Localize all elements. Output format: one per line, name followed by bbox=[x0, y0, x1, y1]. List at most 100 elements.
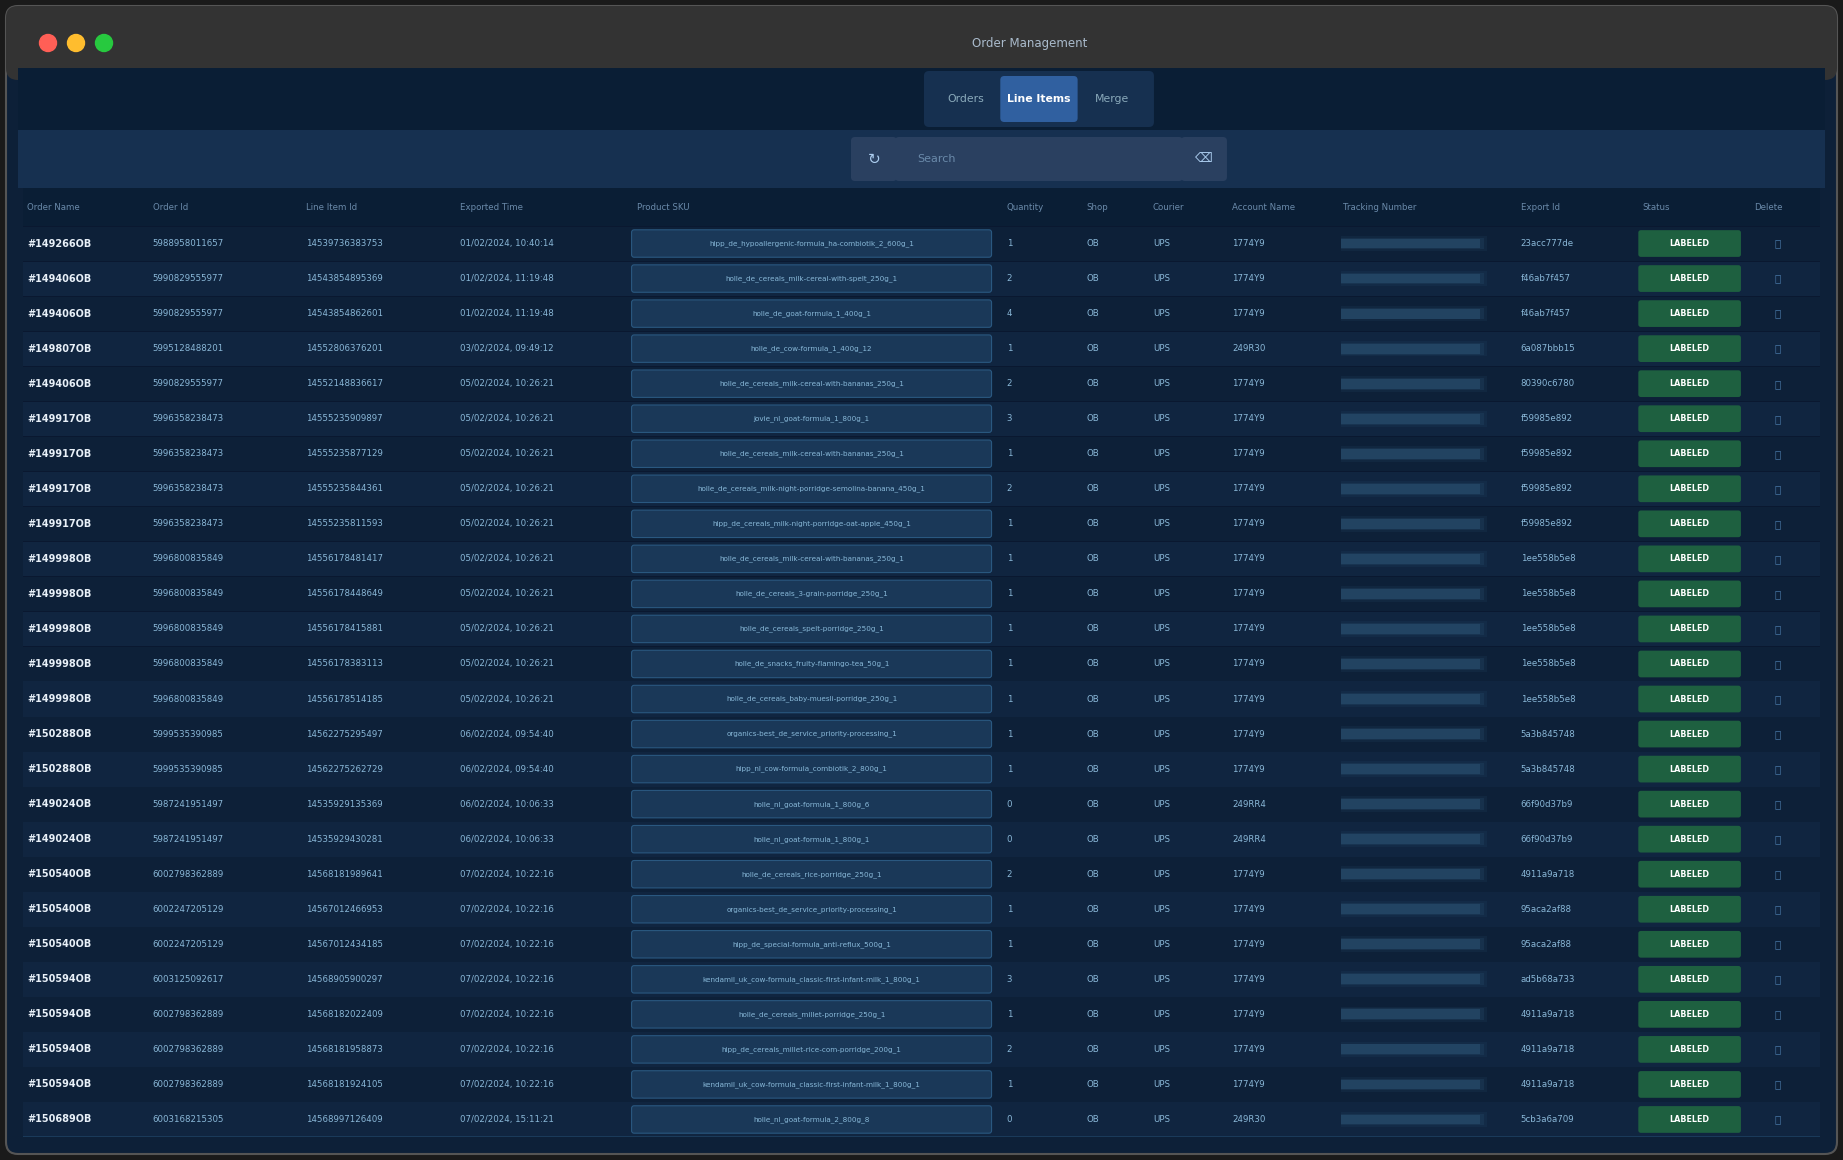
Text: holle_de_cereals_baby-muesli-porridge_250g_1: holle_de_cereals_baby-muesli-porridge_25… bbox=[726, 696, 898, 703]
Bar bbox=[1342, 940, 1480, 949]
Bar bbox=[1342, 238, 1484, 249]
Text: Line Items: Line Items bbox=[1008, 94, 1071, 104]
Text: 5995128488201: 5995128488201 bbox=[153, 345, 225, 353]
FancyBboxPatch shape bbox=[851, 137, 898, 181]
Text: 2: 2 bbox=[1006, 484, 1012, 493]
FancyBboxPatch shape bbox=[632, 965, 992, 993]
Bar bbox=[1342, 659, 1480, 669]
Text: 1: 1 bbox=[1006, 239, 1012, 248]
Text: holle_de_cereals_milk-night-porridge-semolina-banana_450g_1: holle_de_cereals_milk-night-porridge-sem… bbox=[698, 485, 925, 492]
FancyBboxPatch shape bbox=[1638, 370, 1742, 397]
Text: 1: 1 bbox=[1006, 1010, 1012, 1018]
Bar bbox=[22, 962, 1821, 996]
Text: 🗑: 🗑 bbox=[1775, 378, 1780, 389]
Text: LABELED: LABELED bbox=[1670, 1045, 1710, 1054]
Bar bbox=[1342, 1076, 1487, 1093]
FancyBboxPatch shape bbox=[1638, 580, 1742, 608]
Text: 6002798362889: 6002798362889 bbox=[153, 870, 225, 879]
Text: 05/02/2024, 10:26:21: 05/02/2024, 10:26:21 bbox=[459, 414, 553, 423]
FancyBboxPatch shape bbox=[632, 755, 992, 783]
Bar bbox=[1342, 274, 1480, 283]
Text: LABELED: LABELED bbox=[1670, 414, 1710, 423]
Text: 🗑: 🗑 bbox=[1775, 1009, 1780, 1020]
Text: 1774Y9: 1774Y9 bbox=[1233, 414, 1264, 423]
Text: LABELED: LABELED bbox=[1670, 940, 1710, 949]
FancyBboxPatch shape bbox=[632, 720, 992, 748]
Text: UPS: UPS bbox=[1154, 1045, 1170, 1054]
FancyBboxPatch shape bbox=[632, 615, 992, 643]
Text: OB: OB bbox=[1086, 309, 1098, 318]
Text: Account Name: Account Name bbox=[1233, 203, 1296, 211]
Text: Orders: Orders bbox=[947, 94, 984, 104]
Text: 1774Y9: 1774Y9 bbox=[1233, 730, 1264, 739]
Text: OB: OB bbox=[1086, 905, 1098, 914]
Text: 🗑: 🗑 bbox=[1775, 553, 1780, 564]
FancyBboxPatch shape bbox=[632, 861, 992, 887]
Text: 5996800835849: 5996800835849 bbox=[153, 695, 223, 703]
Text: 06/02/2024, 09:54:40: 06/02/2024, 09:54:40 bbox=[459, 730, 553, 739]
Bar bbox=[1342, 694, 1480, 704]
Text: holle_de_cereals_milk-cereal-with-bananas_250g_1: holle_de_cereals_milk-cereal-with-banana… bbox=[719, 556, 905, 563]
Text: Order Id: Order Id bbox=[153, 203, 188, 211]
Text: 🗑: 🗑 bbox=[1775, 694, 1780, 704]
Bar bbox=[22, 577, 1821, 611]
Text: 5988958011657: 5988958011657 bbox=[153, 239, 225, 248]
Text: #149998OB: #149998OB bbox=[28, 589, 92, 599]
Text: 1774Y9: 1774Y9 bbox=[1233, 764, 1264, 774]
Text: 07/02/2024, 15:11:21: 07/02/2024, 15:11:21 bbox=[459, 1115, 553, 1124]
Bar bbox=[1342, 519, 1484, 530]
Text: UPS: UPS bbox=[1154, 554, 1170, 564]
Text: OB: OB bbox=[1086, 1080, 1098, 1089]
Bar bbox=[1342, 448, 1484, 459]
Text: 14535929430281: 14535929430281 bbox=[306, 835, 383, 843]
Text: 3: 3 bbox=[1006, 974, 1012, 984]
Text: OB: OB bbox=[1086, 274, 1098, 283]
Text: #149917OB: #149917OB bbox=[28, 519, 92, 529]
Text: 14535929135369: 14535929135369 bbox=[306, 799, 383, 809]
FancyBboxPatch shape bbox=[1638, 896, 1742, 922]
Bar bbox=[1342, 1044, 1484, 1056]
Text: LABELED: LABELED bbox=[1670, 589, 1710, 599]
Text: UPS: UPS bbox=[1154, 484, 1170, 493]
Text: 1ee558b5e8: 1ee558b5e8 bbox=[1520, 695, 1576, 703]
Bar bbox=[1342, 413, 1484, 425]
Text: 14556178415881: 14556178415881 bbox=[306, 624, 383, 633]
FancyBboxPatch shape bbox=[1638, 861, 1742, 887]
Text: 14568997126409: 14568997126409 bbox=[306, 1115, 383, 1124]
Text: 🗑: 🗑 bbox=[1775, 1115, 1780, 1124]
Bar bbox=[1342, 270, 1487, 287]
Bar bbox=[1342, 728, 1484, 740]
Text: 14556178448649: 14556178448649 bbox=[306, 589, 383, 599]
Text: 1774Y9: 1774Y9 bbox=[1233, 379, 1264, 389]
Text: 2: 2 bbox=[1006, 870, 1012, 879]
Bar bbox=[1342, 867, 1487, 882]
Text: 4911a9a718: 4911a9a718 bbox=[1520, 1080, 1576, 1089]
FancyBboxPatch shape bbox=[1638, 545, 1742, 572]
Text: 14539736383753: 14539736383753 bbox=[306, 239, 383, 248]
Text: UPS: UPS bbox=[1154, 764, 1170, 774]
FancyBboxPatch shape bbox=[632, 1036, 992, 1063]
Text: 5990829555977: 5990829555977 bbox=[153, 274, 223, 283]
FancyBboxPatch shape bbox=[1638, 720, 1742, 747]
Text: Courier: Courier bbox=[1154, 203, 1185, 211]
FancyBboxPatch shape bbox=[1638, 266, 1742, 292]
Text: LABELED: LABELED bbox=[1670, 835, 1710, 843]
Text: 6002798362889: 6002798362889 bbox=[153, 1010, 225, 1018]
FancyBboxPatch shape bbox=[1638, 405, 1742, 432]
Text: 1: 1 bbox=[1006, 554, 1012, 564]
Text: 95aca2af88: 95aca2af88 bbox=[1520, 940, 1572, 949]
FancyBboxPatch shape bbox=[1638, 826, 1742, 853]
Text: 4911a9a718: 4911a9a718 bbox=[1520, 1010, 1576, 1018]
Text: kendamil_uk_cow-formula_classic-first-infant-milk_1_800g_1: kendamil_uk_cow-formula_classic-first-in… bbox=[702, 1081, 920, 1088]
Text: #149024OB: #149024OB bbox=[28, 799, 92, 810]
FancyBboxPatch shape bbox=[632, 230, 992, 258]
Text: organics-best_de_service_priority-processing_1: organics-best_de_service_priority-proces… bbox=[726, 731, 898, 738]
FancyBboxPatch shape bbox=[1638, 1001, 1742, 1028]
Text: 0: 0 bbox=[1006, 1115, 1012, 1124]
Bar bbox=[1342, 974, 1480, 984]
Bar bbox=[18, 68, 1825, 130]
Bar bbox=[1342, 833, 1484, 844]
Text: OB: OB bbox=[1086, 1010, 1098, 1018]
FancyBboxPatch shape bbox=[632, 335, 992, 362]
Text: UPS: UPS bbox=[1154, 520, 1170, 528]
